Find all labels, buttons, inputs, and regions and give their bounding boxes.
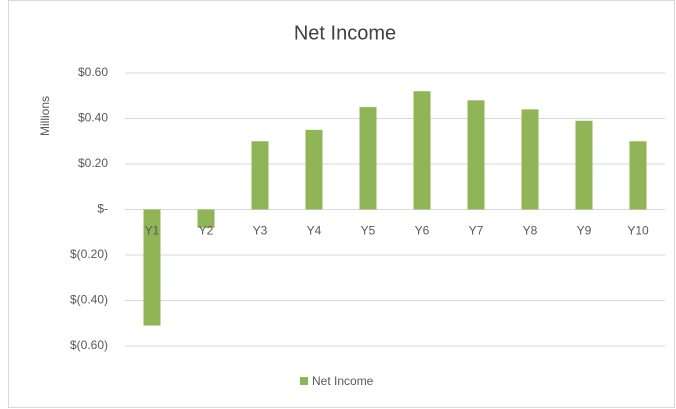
chart-frame <box>8 0 675 408</box>
x-tick-label: Y9 <box>577 224 592 238</box>
bar <box>467 100 485 210</box>
bar <box>305 129 323 210</box>
x-tick-label: Y6 <box>415 224 430 238</box>
bar <box>359 107 377 210</box>
bar <box>251 141 269 210</box>
bar <box>197 209 215 228</box>
legend-swatch <box>300 377 308 385</box>
bar <box>521 109 539 210</box>
chart-title: Net Income <box>294 22 396 44</box>
bar <box>629 141 647 210</box>
y-tick-label: $0.40 <box>78 111 108 125</box>
x-tick-label: Y8 <box>523 224 538 238</box>
bar <box>413 91 431 210</box>
x-tick-label: Y2 <box>199 224 214 238</box>
legend-label: Net Income <box>312 374 374 388</box>
y-tick-label: $(0.20) <box>70 247 108 261</box>
x-tick-label: Y7 <box>469 224 484 238</box>
y-tick-label: $- <box>97 202 108 216</box>
y-tick-label: $0.20 <box>78 156 108 170</box>
x-tick-label: Y3 <box>253 224 268 238</box>
bar <box>143 209 161 326</box>
y-tick-label: $(0.60) <box>70 338 108 352</box>
x-tick-label: Y1 <box>145 224 160 238</box>
x-tick-label: Y10 <box>627 224 649 238</box>
x-tick-label: Y4 <box>307 224 322 238</box>
x-tick-label: Y5 <box>361 224 376 238</box>
y-tick-label: $0.60 <box>78 65 108 79</box>
bar <box>575 120 593 210</box>
y-axis-label: Millions <box>38 96 52 136</box>
y-tick-label: $(0.40) <box>70 293 108 307</box>
